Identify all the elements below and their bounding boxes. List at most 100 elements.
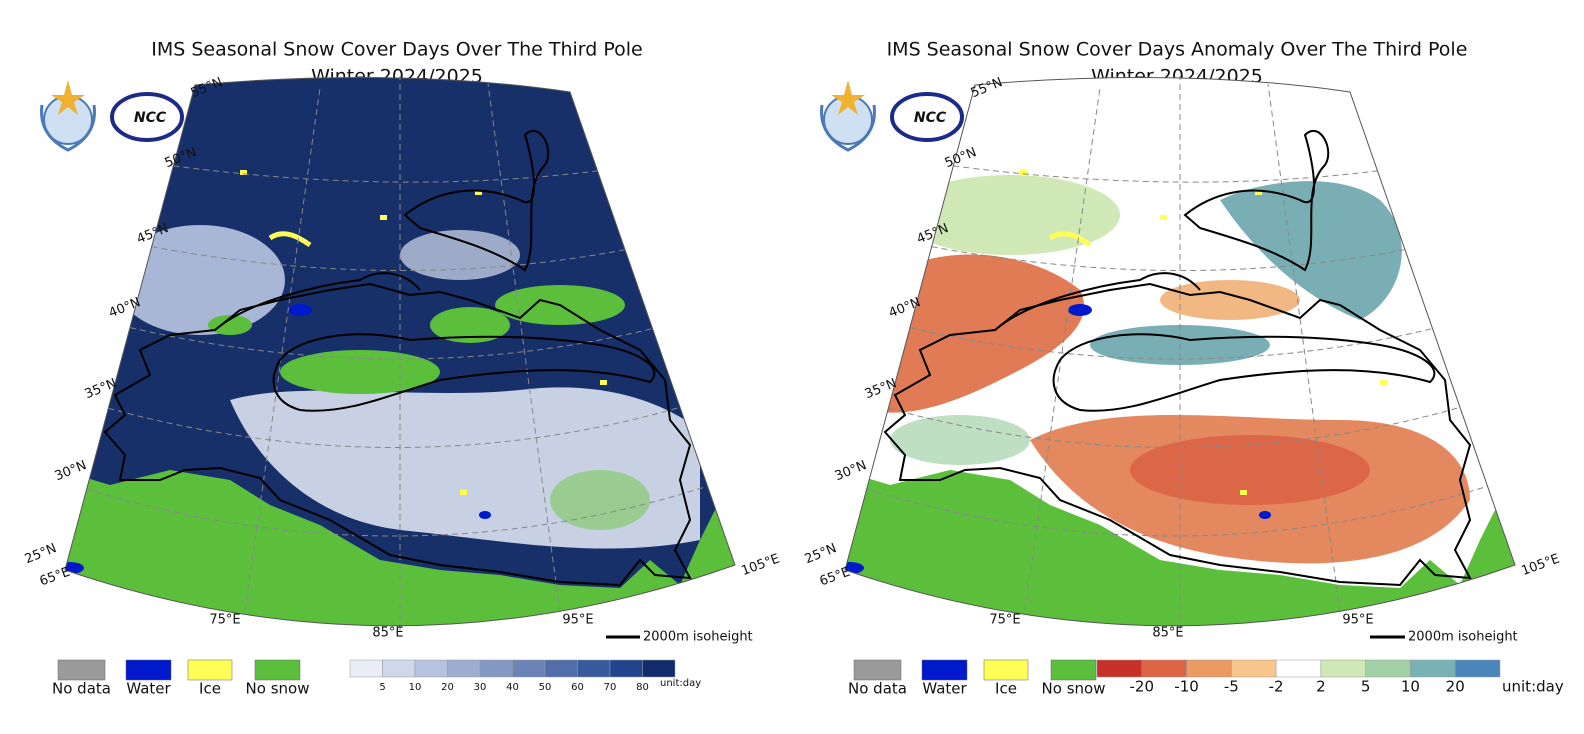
isoheight-contour — [1052, 333, 1436, 412]
colorbar-tick: -10 — [1174, 678, 1199, 696]
lat-label: 25°N — [23, 541, 59, 567]
lon-label: 75°E — [989, 613, 1020, 628]
logo-laurel — [40, 104, 96, 152]
parallel — [931, 246, 1406, 271]
colorbar-box — [1320, 659, 1366, 678]
panel-title: IMS Seasonal Snow Cover Days Over The Th… — [151, 39, 642, 61]
isoheight-label: 2000m isoheight — [643, 630, 753, 645]
colorbar-tick: 5 — [379, 682, 385, 693]
colorbar-box — [1141, 659, 1187, 678]
map-region — [280, 350, 440, 394]
colorbar-tick: 50 — [539, 682, 552, 693]
colorbar-box — [544, 659, 578, 678]
lat-label: 25°N — [803, 541, 839, 567]
logo-laurel — [820, 104, 876, 152]
legend-swatch — [1050, 659, 1097, 681]
wmo-logo — [40, 80, 96, 152]
meridian — [244, 87, 321, 611]
map-region — [430, 307, 510, 343]
isoheight-contour — [272, 333, 656, 412]
colorbar-box — [349, 659, 383, 678]
map-region — [208, 315, 252, 335]
colorbar-tick: 20 — [441, 682, 454, 693]
meridian — [487, 83, 561, 613]
lon-label: 95°E — [562, 613, 593, 628]
panel-title: IMS Seasonal Snow Cover Days Anomaly Ove… — [887, 39, 1468, 61]
isoheight-contour — [994, 130, 1330, 331]
map-region — [845, 562, 864, 574]
legend-swatch — [983, 659, 1029, 681]
colorbar-box — [1231, 659, 1277, 678]
legend-swatch — [187, 659, 233, 681]
lat-label: 30°N — [53, 458, 89, 484]
lon-label: 75°E — [209, 613, 240, 628]
wmo-logo — [820, 80, 876, 152]
map-panel: IMS Seasonal Snow Cover Days Anomaly Ove… — [803, 39, 1564, 696]
legend-swatch — [125, 659, 172, 681]
legend-label: Ice — [199, 680, 221, 698]
legend-label: No data — [52, 680, 111, 698]
parallel — [86, 485, 708, 537]
legend-swatch — [921, 659, 968, 681]
map-region — [870, 254, 1084, 413]
colorbar-box — [1454, 659, 1501, 678]
colorbar-tick: 20 — [1446, 678, 1465, 696]
colorbar-box — [642, 659, 676, 678]
isoheight-contour — [214, 130, 550, 331]
colorbar-box — [577, 659, 611, 678]
legend-swatch — [853, 659, 902, 681]
colorbar-box — [1410, 659, 1456, 678]
colorbar-tick: 70 — [604, 682, 617, 693]
map-region — [240, 170, 247, 175]
legend-label: Water — [126, 680, 171, 698]
map-region — [288, 304, 312, 316]
map-region — [268, 231, 312, 248]
legend-label: Water — [922, 680, 967, 698]
map-region — [475, 190, 482, 195]
logo-text: NCC — [134, 110, 167, 126]
logo-star — [51, 80, 85, 115]
ncc-logo: NCC — [890, 92, 964, 142]
colorbar-tick: 10 — [1401, 678, 1420, 696]
lon-label: 65°E — [38, 565, 73, 590]
ncc-logo: NCC — [110, 92, 184, 142]
map-region — [1255, 190, 1262, 195]
parallel — [173, 165, 598, 183]
map-region — [1048, 231, 1092, 248]
colorbar-tick: 5 — [1361, 678, 1371, 696]
parallel — [866, 485, 1488, 537]
isoheight-contour — [883, 282, 1472, 587]
legend: No data Water Ice No snow — [52, 659, 309, 698]
colorbar-unit: unit:day — [1502, 678, 1564, 696]
lon-label: 95°E — [1342, 613, 1373, 628]
colorbar-box — [414, 659, 448, 678]
map-panel: IMS Seasonal Snow Cover Days Over The Th… — [23, 39, 782, 694]
lat-label: 30°N — [833, 458, 869, 484]
colorbar-tick: 60 — [571, 682, 584, 693]
map-region — [1380, 380, 1387, 385]
meridian — [1267, 83, 1341, 613]
parallel — [888, 406, 1461, 448]
map-region — [890, 415, 1030, 465]
map-region — [1259, 511, 1271, 519]
colorbar-tick: 10 — [409, 682, 422, 693]
legend-swatch — [57, 659, 106, 681]
colorbar-box — [382, 659, 416, 678]
colorbar-box — [479, 659, 513, 678]
map-region — [1160, 215, 1167, 220]
colorbar-tick: 30 — [474, 682, 487, 693]
colorbar-box — [447, 659, 481, 678]
map-region — [1068, 304, 1092, 316]
colorbar-box — [1186, 659, 1232, 678]
legend-label: No snow — [1042, 680, 1106, 698]
isoheight-label: 2000m isoheight — [1408, 630, 1518, 645]
map-frame — [844, 76, 1516, 627]
isoheight-contour — [103, 282, 692, 587]
map-region — [1240, 490, 1247, 495]
colorbar-tick: -5 — [1224, 678, 1239, 696]
meridian — [1024, 87, 1101, 611]
map-region — [479, 511, 491, 519]
colorbar-box — [512, 659, 546, 678]
map-region — [1020, 170, 1027, 175]
